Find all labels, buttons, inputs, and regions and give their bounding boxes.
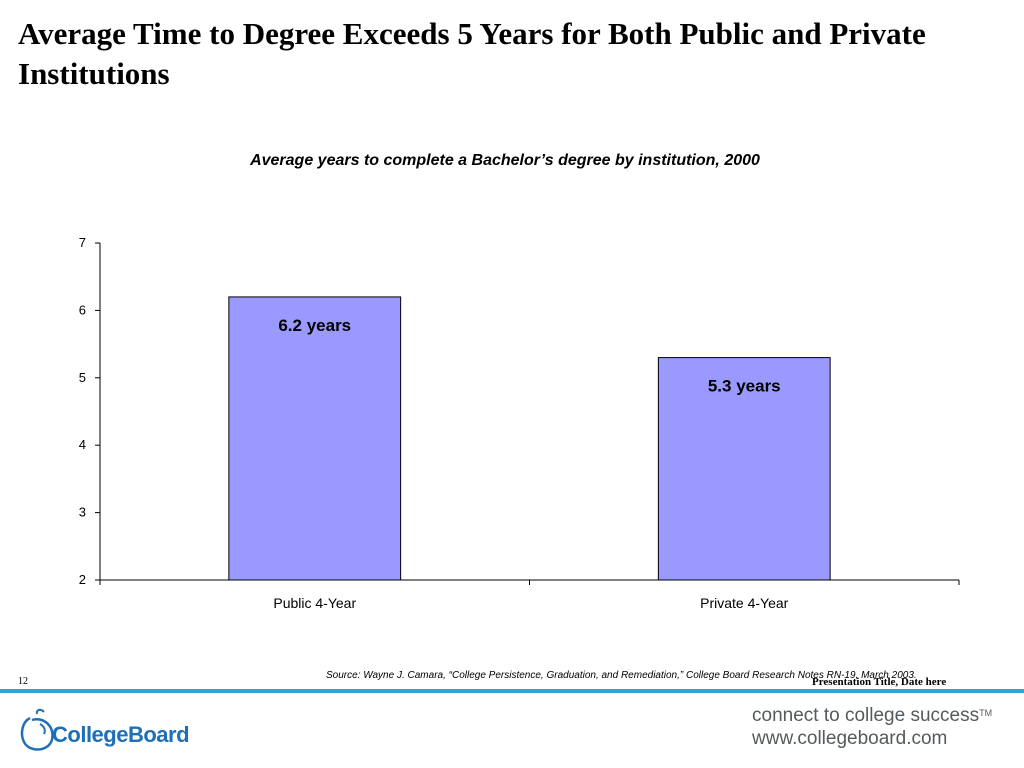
footer-divider	[0, 689, 1024, 693]
bar	[657, 357, 831, 581]
x-category-label: Private 4-Year	[700, 595, 789, 611]
bar-data-label: 5.3 years	[708, 377, 781, 396]
y-tick-label: 2	[79, 572, 86, 587]
presentation-title: Presentation Title, Date here	[812, 676, 947, 688]
bar-data-label: 6.2 years	[278, 316, 351, 335]
tagline: connect to college successTM www.college…	[752, 704, 992, 750]
x-category-label: Public 4-Year	[273, 595, 356, 611]
y-tick-label: 7	[79, 235, 86, 250]
slide-title: Average Time to Degree Exceeds 5 Years f…	[18, 16, 926, 91]
bar	[228, 296, 402, 581]
chart-labels: Public 4-Year 6.2 years Private 4-Year 5.3 …	[273, 316, 788, 611]
y-tick-label: 6	[79, 302, 86, 317]
trademark-mark: TM	[979, 708, 993, 718]
collegeboard-logo: CollegeBoard	[18, 704, 218, 754]
source-note: Source: Wayne J. Camara, “College Persis…	[326, 670, 917, 681]
y-tick-label: 3	[79, 505, 86, 520]
chart-bars	[228, 296, 831, 581]
bar-chart: 2 3 4 5 6 7 Public 4-Year 6.2 years Private 4-Y…	[79, 235, 960, 611]
tagline-line1: connect to college success	[752, 705, 980, 726]
acorn-icon	[20, 708, 54, 751]
logo-text: CollegeBoard	[52, 722, 190, 747]
chart-title: Average years to complete a Bachelor’s d…	[250, 152, 760, 169]
y-tick-label: 4	[79, 437, 86, 452]
page-number: 12	[18, 676, 28, 687]
y-tick-label: 5	[79, 370, 86, 385]
tagline-url: www.collegeboard.com	[752, 728, 948, 749]
